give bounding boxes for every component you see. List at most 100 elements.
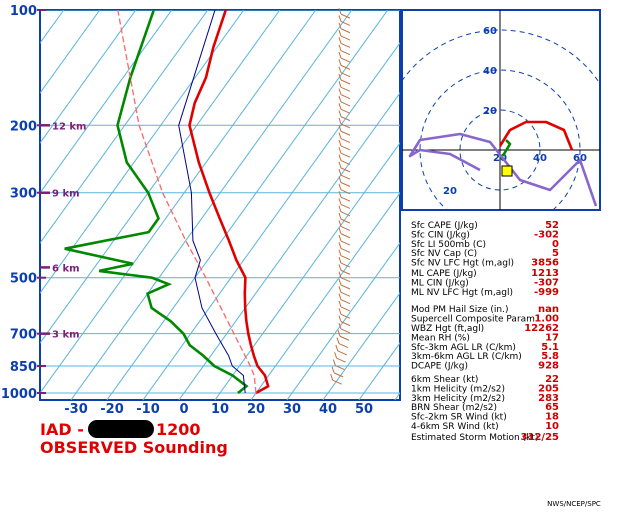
wind-barb-flag — [338, 190, 342, 198]
hodograph-panel: 20 40 60 20 40 60 20 — [401, 9, 601, 211]
wind-barb — [340, 182, 351, 187]
wind-barbs — [330, 7, 351, 385]
wind-barb — [340, 321, 351, 327]
param-label: 6km Shear (kt) — [411, 375, 478, 385]
wind-barb-flag — [337, 330, 341, 337]
wind-barb-flag — [338, 234, 342, 242]
wind-barb-flag — [338, 161, 342, 169]
hodograph-axis-label: 20 — [493, 153, 507, 164]
wind-barb — [333, 372, 344, 378]
wind-barb — [340, 123, 351, 129]
param-label: Sfc NV LFC Hgt (m,agl) — [411, 259, 514, 269]
wind-barb-flag — [338, 110, 342, 117]
wind-barb-flag — [338, 132, 342, 139]
temperature-tick-label: 20 — [247, 402, 265, 417]
wind-barb — [340, 299, 351, 305]
param-label: Mod PM Hail Size (in.) — [411, 305, 508, 315]
wind-barb — [340, 313, 351, 319]
isotherm-line — [40, 10, 173, 194]
pressure-tick-label: 850 — [10, 360, 37, 375]
param-value: 18 — [545, 412, 559, 423]
param-value: 0 — [552, 239, 559, 250]
wind-barb — [340, 240, 351, 246]
param-value: 312/25 — [521, 432, 559, 443]
wind-barb — [340, 28, 351, 34]
wind-barb-flag — [338, 51, 342, 59]
param-label: 3km-6km AGL LR (C/km) — [411, 352, 522, 362]
hodograph-ring-label: 20 — [483, 106, 497, 117]
param-label: WBZ Hgt (ft,agl) — [411, 324, 484, 334]
temperature-tick-label: 30 — [283, 402, 301, 417]
wind-barb-flag — [338, 147, 342, 154]
isotherm-line — [40, 10, 245, 294]
param-label: ML CAPE (J/kg) — [411, 269, 477, 279]
wind-barb — [340, 94, 351, 100]
wind-barb — [340, 50, 351, 56]
wind-barb — [340, 211, 351, 217]
param-value: -302 — [534, 229, 559, 240]
skewt-traces — [64, 10, 270, 395]
wind-barb-flag — [338, 308, 342, 315]
pressure-axis: 100 200 300 500 700 850 1000 — [1, 4, 46, 402]
wind-barb — [340, 218, 351, 224]
parameter-table: Sfc CAPE (J/kg) 52 Sfc CIN (J/kg) -302 Sfc L… — [411, 220, 559, 443]
wind-barb-flag — [338, 169, 342, 176]
wind-barb — [340, 57, 351, 63]
skewt-panel: 100 200 300 500 700 850 1000 -30 -20 -10 0 10 20 30 4… — [1, 4, 401, 417]
wind-barb-flag — [338, 220, 342, 227]
wind-barb — [340, 255, 351, 261]
wind-barb-flag — [338, 176, 342, 183]
wind-barb-flag — [332, 359, 336, 366]
wind-barb-flag — [336, 337, 340, 344]
wind-barb-flag — [338, 95, 342, 103]
wind-barb-flag — [338, 59, 342, 66]
wind-barb — [332, 379, 342, 385]
wind-barb — [340, 196, 351, 202]
isotherm-line — [70, 10, 353, 400]
param-label: Sfc-3km AGL LR (C/km) — [411, 343, 516, 353]
pressure-tick-label: 500 — [10, 272, 37, 287]
wind-barb — [340, 145, 351, 151]
param-value: 12262 — [524, 323, 559, 334]
isotherm-line — [322, 292, 400, 400]
station-label: IAD - — [40, 420, 84, 439]
wind-barb — [340, 20, 351, 26]
wind-barb — [339, 335, 350, 341]
footer-credit: NWS/NCEP/SPC — [547, 500, 601, 508]
isotherm-line — [142, 42, 400, 400]
wind-barb-flag — [338, 183, 342, 190]
hodograph-upper-trace — [408, 132, 598, 207]
wind-barb-flag — [338, 7, 342, 15]
temperature-axis: -30 -20 -10 0 10 20 30 40 50 — [64, 402, 373, 417]
wind-barb-flag — [338, 293, 342, 300]
param-label: DCAPE (J/kg) — [411, 362, 468, 372]
wind-barb — [340, 233, 351, 239]
param-label: BRN Shear (m2/s2) — [411, 403, 497, 413]
pressure-tick-label: 700 — [10, 328, 37, 343]
hodograph-traces — [408, 120, 598, 207]
wind-barb — [340, 79, 351, 85]
isotherm-line — [214, 142, 400, 400]
isotherm-line — [178, 92, 400, 400]
param-value: -307 — [534, 277, 559, 288]
wind-barb — [340, 116, 351, 122]
param-value: 22 — [545, 374, 559, 385]
temperature-tick-label: -10 — [136, 402, 160, 417]
wind-barb-flag — [338, 81, 342, 88]
wind-barb — [335, 365, 345, 371]
param-value: 5.1 — [541, 342, 559, 353]
param-label: Sfc LI 500mb (C) — [411, 240, 486, 250]
wind-barb-flag — [338, 103, 342, 110]
wind-barb — [340, 160, 351, 166]
wind-barb — [340, 269, 351, 275]
param-label: 1km Helicity (m2/s2) — [411, 384, 505, 394]
height-label: 12 km — [52, 121, 86, 132]
pressure-tick-label: 300 — [10, 187, 37, 202]
hodograph-ring-label: 60 — [483, 26, 497, 37]
storm-motion-marker — [501, 165, 513, 177]
param-label: Supercell Composite Param — [411, 314, 535, 324]
param-label: 4-6km SR Wind (kt) — [411, 422, 499, 432]
wind-barb-flag — [338, 117, 342, 125]
isotherm-line — [40, 10, 101, 94]
wind-barb-flag — [338, 88, 342, 95]
